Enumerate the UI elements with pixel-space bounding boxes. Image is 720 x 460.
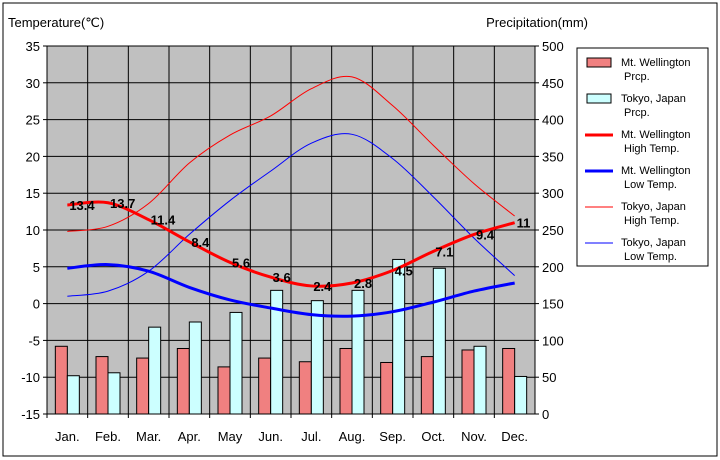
temperature-axis-title: Temperature(℃): [8, 15, 104, 30]
tokyo-low-temp-line: [67, 133, 516, 297]
precipitation-tick-label: 500: [542, 39, 564, 54]
month-label: Nov.: [461, 429, 487, 444]
high-temp-data-label: 4.5: [395, 263, 413, 278]
precipitation-tick-label: 200: [542, 260, 564, 275]
temperature-tick-label: -10: [21, 370, 40, 385]
high-temp-data-label: 7.1: [435, 244, 453, 259]
precip-bar-tokyo: [107, 372, 121, 415]
precip-bar-mt-wellington: [461, 349, 475, 415]
temperature-tick-label: 20: [26, 149, 40, 164]
precip-bar-tokyo: [473, 345, 487, 415]
legend-label: Mt. Wellington: [621, 129, 691, 141]
legend-label: High Temp.: [624, 215, 679, 227]
precipitation-tick-label: 450: [542, 76, 564, 91]
legend-swatch: [586, 57, 612, 68]
legend-label: Tokyo, Japan: [621, 93, 686, 105]
high-temp-data-label: 2.4: [313, 279, 332, 294]
legend-label: Prcp.: [624, 107, 650, 119]
precip-bar-tokyo: [310, 300, 324, 415]
precip-bar-mt-wellington: [217, 366, 231, 415]
temperature-lines: [67, 75, 516, 318]
precipitation-tick-label: 400: [542, 113, 564, 128]
month-label: Jan.: [55, 429, 80, 444]
mt-wellington-low-temp-line: [67, 263, 515, 318]
temperature-tick-label: 10: [26, 223, 40, 238]
month-label: Sep.: [379, 429, 406, 444]
temperature-axis-ticks: 35 30 25 20 15 10 5 0 -5 -10 -15: [21, 39, 47, 422]
precipitation-tick-label: 250: [542, 223, 564, 238]
temperature-tick-label: 25: [26, 113, 40, 128]
high-temp-data-label: 11.4: [151, 213, 176, 228]
precipitation-tick-label: 0: [542, 407, 549, 422]
month-label: Apr.: [178, 429, 201, 444]
legend-label: Low Temp.: [624, 251, 677, 263]
precip-bar-tokyo: [66, 375, 80, 415]
high-temp-data-label: 5.6: [232, 255, 250, 270]
month-label: Dec.: [501, 429, 528, 444]
precipitation-tick-label: 300: [542, 186, 564, 201]
temperature-tick-label: 0: [33, 297, 40, 312]
precip-bar-mt-wellington: [95, 356, 109, 415]
precip-bar-mt-wellington: [54, 345, 68, 415]
precip-bar-tokyo: [188, 321, 202, 415]
legend-label: Prcp.: [624, 71, 650, 83]
precipitation-tick-label: 100: [542, 333, 564, 348]
precip-bar-mt-wellington: [136, 357, 150, 415]
temperature-tick-label: 5: [33, 260, 40, 275]
month-label: Feb.: [95, 429, 121, 444]
high-temp-data-label: 13.4: [69, 198, 95, 213]
legend-label: Tokyo, Japan: [621, 201, 686, 213]
legend-box: [576, 47, 709, 267]
high-temp-data-label: 8.4: [191, 235, 210, 250]
temperature-tick-label: 30: [26, 76, 40, 91]
precip-bar-mt-wellington: [258, 357, 272, 415]
temperature-tick-label: 15: [26, 186, 40, 201]
month-label: May: [218, 429, 243, 444]
precip-bar-mt-wellington: [298, 361, 312, 415]
legend: Mt. Wellington Prcp. Tokyo, Japan Prcp. Mt. …: [576, 47, 709, 267]
legend-label: Low Temp.: [624, 179, 677, 191]
precip-bar-tokyo: [270, 289, 284, 415]
precip-bar-mt-wellington: [176, 347, 190, 415]
month-label: Oct.: [421, 429, 445, 444]
legend-label: High Temp.: [624, 143, 679, 155]
precip-bar-mt-wellington: [339, 347, 353, 415]
data-labels: 13.4 13.7 11.4 8.4 5.6 3.6 2.4 2.8 4.5 7.1 9.4 11: [69, 196, 530, 294]
legend-label: Tokyo, Japan: [621, 237, 686, 249]
precipitation-tick-label: 350: [542, 149, 564, 164]
precipitation-tick-label: 50: [542, 370, 556, 385]
high-temp-data-label: 11: [517, 216, 531, 231]
temperature-tick-label: -15: [21, 407, 40, 422]
precip-bar-mt-wellington: [502, 347, 516, 415]
month-axis-ticks: Jan. Feb. Mar. Apr. May Jun. Jul. Aug. Sep. Oct. N…: [46, 414, 528, 444]
high-temp-data-label: 13.7: [110, 196, 135, 211]
precip-bar-tokyo: [351, 289, 365, 415]
precip-bar-mt-wellington: [380, 361, 394, 415]
precip-bar-tokyo: [432, 267, 446, 415]
high-temp-data-label: 9.4: [476, 227, 495, 242]
month-label: Jun.: [258, 429, 283, 444]
precip-bar-tokyo: [229, 311, 243, 415]
precip-bar-tokyo: [514, 375, 528, 415]
precip-bar-tokyo: [148, 326, 162, 415]
month-label: Mar.: [136, 429, 161, 444]
high-temp-data-label: 2.8: [354, 276, 372, 291]
high-temp-data-label: 3.6: [273, 270, 291, 285]
month-label: Aug.: [339, 429, 366, 444]
precipitation-bars: [54, 258, 528, 415]
legend-swatch: [586, 93, 612, 104]
temperature-tick-label: -5: [28, 333, 40, 348]
mt-wellington-high-temp-line: [67, 200, 516, 288]
month-label: Jul.: [301, 429, 321, 444]
precipitation-tick-label: 150: [542, 297, 564, 312]
legend-label: Mt. Wellington: [621, 165, 691, 177]
temperature-tick-label: 35: [26, 39, 40, 54]
precipitation-axis-title: Precipitation(mm): [486, 15, 588, 30]
legend-label: Mt. Wellington: [621, 57, 691, 69]
tokyo-high-temp-line: [67, 75, 515, 232]
precip-bar-mt-wellington: [420, 356, 434, 415]
precip-bar-tokyo: [392, 258, 406, 415]
